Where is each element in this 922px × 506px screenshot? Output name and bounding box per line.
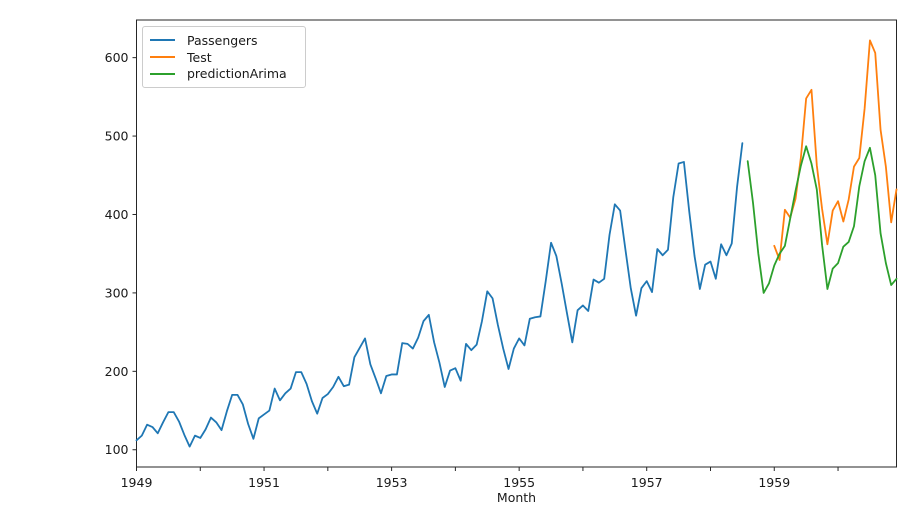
legend-item-passengers: Passengers	[150, 32, 297, 49]
y-tick-label: 600	[105, 50, 129, 65]
x-tick-label: 1951	[248, 475, 280, 490]
predictionarima-line	[746, 145, 898, 294]
plot-area-border	[136, 19, 897, 468]
legend-label-test: Test	[187, 49, 212, 65]
y-tick-label: 500	[105, 129, 129, 144]
y-tick-label: 300	[105, 285, 129, 300]
x-tick-label: 1957	[631, 475, 663, 490]
legend-item-test: Test	[150, 49, 297, 66]
legend-label-passengers: Passengers	[187, 32, 258, 48]
x-tick-label: 1959	[758, 475, 790, 490]
test-line-swatch	[150, 56, 175, 58]
test-line	[773, 39, 898, 261]
x-tick-label: 1949	[121, 475, 153, 490]
x-tick-label: 1955	[503, 475, 535, 490]
prediction-arima-line-swatch	[150, 72, 175, 75]
legend-item-prediction-arima: predictionArima	[150, 65, 297, 82]
y-tick-label: 400	[105, 207, 129, 222]
x-axis-ticks: 1949 1951 1953 1955 1957 1959	[121, 467, 839, 490]
series-lines	[135, 39, 898, 448]
legend: Passengers Test predictionArima	[142, 26, 306, 88]
passengers-line	[135, 142, 744, 448]
y-axis-ticks: 100 200 300 400 500 600	[105, 50, 137, 457]
passengers-line-swatch	[150, 39, 175, 42]
y-tick-label: 200	[105, 364, 129, 379]
legend-label-prediction-arima: predictionArima	[187, 66, 287, 82]
y-tick-label: 100	[105, 442, 129, 457]
x-tick-label: 1953	[376, 475, 408, 490]
x-axis-title: Month	[497, 490, 536, 505]
